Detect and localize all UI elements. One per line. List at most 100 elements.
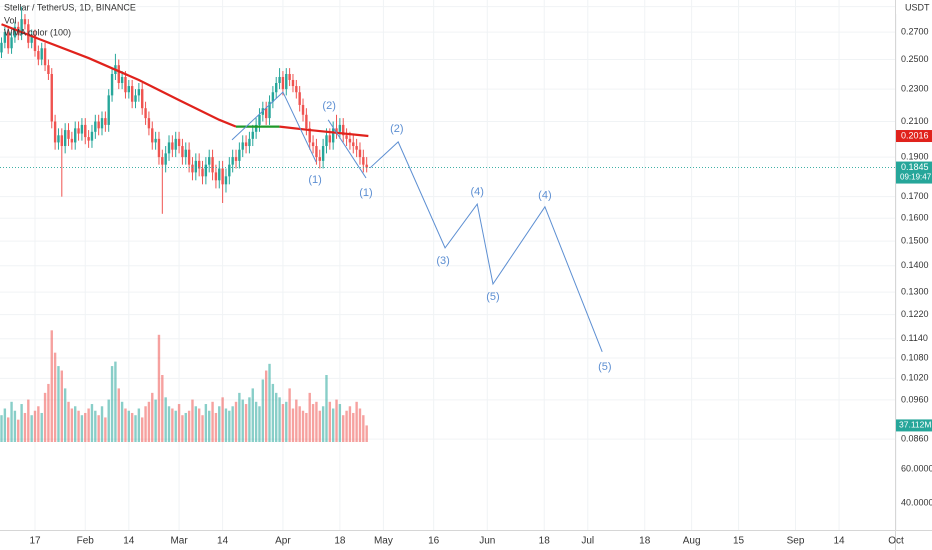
volume-bar xyxy=(100,406,104,442)
y-tick-label: 0.1220 xyxy=(901,309,929,319)
x-tick-label: 15 xyxy=(733,536,745,547)
candle-body xyxy=(254,124,258,132)
volume-bar xyxy=(214,412,218,442)
candle-body xyxy=(33,34,37,52)
y-tick-label: 0.0860 xyxy=(901,433,929,443)
volume-bar xyxy=(151,392,154,442)
candle-body xyxy=(90,131,94,141)
candle-body xyxy=(298,92,301,105)
countdown-label: 09:19:47 xyxy=(900,173,932,182)
volume-bar xyxy=(301,410,305,442)
volume-bar xyxy=(187,410,191,442)
candle-body xyxy=(20,19,23,35)
volume-bar xyxy=(352,412,355,442)
volume-bar xyxy=(77,410,80,442)
volume-bar xyxy=(191,399,194,442)
candle-body xyxy=(201,168,204,177)
volume-bar xyxy=(141,417,144,442)
candle-body xyxy=(271,92,275,102)
volume-bar xyxy=(275,392,278,442)
wave-label: (4) xyxy=(538,190,551,202)
volume-bar xyxy=(60,370,64,442)
volume-bar xyxy=(171,408,174,442)
candle-body xyxy=(208,157,211,165)
volume-bar xyxy=(311,404,315,442)
y-tick-label: 0.0960 xyxy=(901,394,929,404)
candle-body xyxy=(53,121,57,143)
wave-label: (1) xyxy=(308,174,321,186)
candle-body xyxy=(191,164,194,173)
candle-body xyxy=(50,73,53,122)
candle-body xyxy=(258,114,261,125)
volume-bar xyxy=(285,401,288,442)
y-tick-label: 0.2300 xyxy=(901,84,929,94)
candle-body xyxy=(348,138,352,143)
volume-bar xyxy=(345,410,348,442)
y-tick-label: 0.1300 xyxy=(901,286,929,296)
y-tick-label: 0.1020 xyxy=(901,373,929,383)
volume-bar xyxy=(331,408,335,442)
volume-bar xyxy=(218,406,221,442)
x-tick-label: 17 xyxy=(29,536,41,547)
currency-tag xyxy=(896,0,932,14)
candle-body xyxy=(40,48,43,60)
candle-body xyxy=(110,73,114,96)
candle-body xyxy=(27,24,30,43)
candle-body xyxy=(60,135,64,147)
candle-body xyxy=(127,86,131,93)
volume-bar xyxy=(342,415,345,442)
volume-bar xyxy=(37,406,40,442)
y2-tick-label: 40.0000 xyxy=(901,497,932,507)
candle-body xyxy=(23,19,27,25)
volume-bar xyxy=(164,397,167,442)
candle-body xyxy=(295,86,298,93)
candle-body xyxy=(194,160,198,173)
volume-tag xyxy=(896,419,932,432)
volume-bar xyxy=(318,410,321,442)
volume-bar xyxy=(244,404,248,442)
volume-bar xyxy=(117,388,120,442)
volume-bar xyxy=(30,415,33,442)
x-tick-label: 14 xyxy=(123,536,135,547)
x-tick-label: Aug xyxy=(683,536,701,547)
candle-body xyxy=(181,146,184,158)
candle-body xyxy=(311,142,315,147)
indicator-label: WMA color (100) xyxy=(4,27,71,37)
chart-title: Stellar / TetherUS, 1D, BINANCE xyxy=(4,2,136,12)
x-tick-label: May xyxy=(374,536,393,547)
volume-bar xyxy=(87,408,90,442)
volume-bar xyxy=(261,379,265,442)
volume-bar xyxy=(97,415,100,442)
y-tick-label: 0.1080 xyxy=(901,352,929,362)
candle-body xyxy=(57,135,60,143)
volume-bar xyxy=(154,399,157,442)
volume-bar xyxy=(194,406,198,442)
volume-bar xyxy=(70,408,74,442)
candle-body xyxy=(161,157,164,165)
candle-body xyxy=(141,89,144,109)
volume-bar xyxy=(130,412,134,442)
x-tick-label: Jul xyxy=(581,536,594,547)
candle-body xyxy=(264,108,268,119)
candle-body xyxy=(248,138,251,147)
volume-bar xyxy=(238,392,241,442)
volume-bar xyxy=(321,406,325,442)
volume-bar xyxy=(348,406,352,442)
candle-body xyxy=(43,48,47,66)
candle-body xyxy=(77,128,80,134)
volume-bar xyxy=(90,404,94,442)
candle-body xyxy=(154,138,157,143)
candle-body xyxy=(134,95,137,102)
volume-bar xyxy=(147,401,151,442)
volume-bar xyxy=(295,399,298,442)
candle-body xyxy=(241,142,244,150)
candle-body xyxy=(37,51,40,60)
volume-bar xyxy=(63,388,67,442)
y-tick-label: 0.1600 xyxy=(901,213,929,223)
volume-bar xyxy=(281,404,285,442)
volume-bar xyxy=(308,392,311,442)
candle-body xyxy=(3,32,7,43)
volume-bar xyxy=(20,404,23,442)
volume-bar xyxy=(33,410,37,442)
candle-body xyxy=(325,135,328,147)
